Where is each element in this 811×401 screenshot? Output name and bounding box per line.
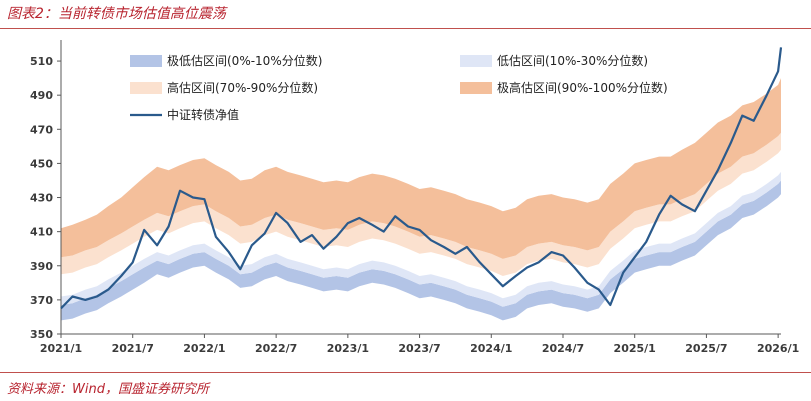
- band-extreme-low: [61, 180, 781, 321]
- x-tick-label: 2022/1: [183, 342, 225, 355]
- legend: 极低估区间(0%-10%分位数) 低估区间(10%-30%分位数) 高估区间(70%…: [130, 53, 668, 122]
- legend-swatch-band_high_mid: [130, 82, 162, 94]
- y-tick-label: 350: [30, 328, 53, 341]
- band-high: [61, 132, 781, 276]
- line-layer: [60, 47, 783, 310]
- band-low: [61, 171, 781, 307]
- y-tick-label: 490: [30, 89, 53, 102]
- source-note: 资料来源：Wind，国盛证券研究所: [7, 382, 209, 397]
- x-tick-label: 2025/7: [685, 342, 727, 355]
- bands-layer: [61, 78, 781, 321]
- bottom-rule: [0, 372, 811, 373]
- top-rule: [0, 28, 811, 29]
- y-tick-label: 370: [30, 294, 53, 307]
- y-tick-label: 410: [30, 226, 53, 239]
- legend-label: 中证转债净值: [167, 107, 239, 122]
- legend-swatch-band_low: [130, 55, 162, 67]
- legend-label: 极高估区间(90%-100%分位数): [497, 80, 668, 95]
- x-tick-label: 2023/1: [327, 342, 369, 355]
- x-tick-label: 2024/1: [470, 342, 512, 355]
- x-tick-label: 2025/1: [614, 342, 656, 355]
- figure-title: 图表2：当前转债市场估值高位震荡: [7, 6, 226, 22]
- y-tick-label: 430: [30, 192, 53, 205]
- y-tick-label: 450: [30, 157, 53, 170]
- legend-swatch-band_low_mid: [460, 55, 492, 67]
- x-tick-label: 2021/1: [40, 342, 82, 355]
- legend-label: 高估区间(70%-90%分位数): [167, 80, 318, 95]
- axis-layer: 350 370 390 410 430 450 470 490 510 2021/1 2021/7 2…: [30, 40, 799, 355]
- chart: 350 370 390 410 430 450 470 490 510 2021/1 2021/7 2…: [30, 40, 799, 355]
- legend-swatch-band_high: [460, 82, 492, 94]
- legend-label: 低估区间(10%-30%分位数): [497, 53, 648, 68]
- x-tick-label: 2026/1: [757, 342, 799, 355]
- series-line-net-value: [60, 47, 783, 310]
- x-tick-label: 2021/7: [112, 342, 154, 355]
- band-extreme-high: [61, 78, 781, 259]
- y-tick-label: 470: [30, 123, 53, 136]
- y-tick-label: 510: [30, 55, 53, 68]
- x-tick-label: 2022/7: [255, 342, 297, 355]
- legend-label: 极低估区间(0%-10%分位数): [167, 53, 322, 68]
- x-tick-label: 2023/7: [398, 342, 440, 355]
- y-tick-label: 390: [30, 260, 53, 273]
- x-tick-label: 2024/7: [542, 342, 584, 355]
